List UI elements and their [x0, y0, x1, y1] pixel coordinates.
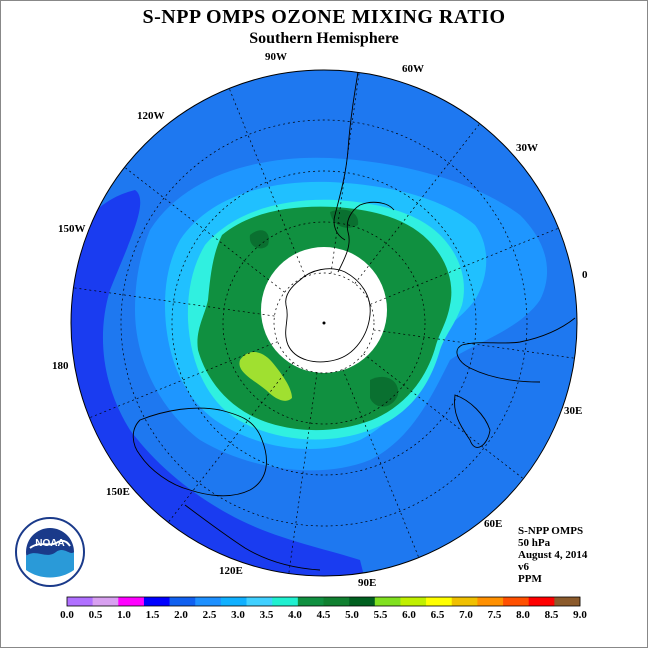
meridians [73, 72, 575, 574]
lon-label-180: 180 [52, 360, 69, 372]
info-date: August 4, 2014 [518, 549, 588, 561]
noaa-logo: NOAA [15, 517, 85, 587]
colorbar-swatch [374, 597, 401, 606]
colorbar-tick-label: 3.0 [231, 609, 245, 621]
colorbar-tick-label: 1.0 [117, 609, 131, 621]
lon-label-60w: 60W [402, 63, 424, 75]
info-block: S-NPP OMPS 50 hPa August 4, 2014 v6 PPM [518, 525, 587, 585]
colorbar-tick-label: 6.0 [402, 609, 416, 621]
info-level: 50 hPa [518, 537, 551, 549]
polar-data-gap [261, 247, 387, 373]
lon-label-60e: 60E [484, 518, 503, 530]
lon-label-90w: 90W [265, 51, 287, 63]
meridian-line [288, 372, 318, 574]
colorbar-swatch [246, 597, 273, 606]
lon-label-120e: 120E [219, 565, 243, 577]
meridian-line [330, 72, 360, 274]
coastlines [132, 70, 576, 571]
lon-label-30e: 30E [564, 405, 583, 417]
info-version: v6 [518, 561, 529, 573]
meridian-line [373, 329, 575, 359]
colorbar-swatch [143, 597, 170, 606]
meridian-line [354, 123, 481, 284]
colorbar-swatch [92, 597, 119, 606]
colorbar-swatch [503, 597, 529, 606]
colorbar-swatch [349, 597, 376, 606]
colorbar-swatch [554, 597, 581, 606]
colorbar-tick-label: 0.0 [60, 609, 74, 621]
colorbar [66, 596, 581, 607]
colorbar-tick-label: 2.5 [202, 609, 217, 621]
meridian-line [167, 362, 294, 523]
map-title: S-NPP OMPS OZONE MIXING RATIO [142, 6, 506, 28]
ozone-field [71, 70, 577, 576]
dark-green-patch [249, 230, 269, 249]
map-subtitle: Southern Hemisphere [249, 30, 399, 47]
colorbar-swatch [477, 597, 504, 606]
lon-label-0: 0 [582, 269, 588, 281]
meridian-line [228, 88, 306, 277]
colorbar-tick-label: 5.5 [373, 609, 388, 621]
colorbar-swatch [528, 597, 555, 606]
pole-point [322, 321, 326, 325]
lon-label-150e: 150E [106, 486, 130, 498]
colorbar-tick-label: 1.5 [145, 609, 160, 621]
colorbar-swatch [297, 597, 324, 606]
meridian-line [124, 166, 285, 293]
dark-green-patch [370, 376, 399, 407]
colorbar-frame [66, 596, 581, 607]
colorbar-swatch [451, 597, 478, 606]
colorbar-tick-label: 5.0 [345, 609, 359, 621]
colorbar-swatch [67, 597, 93, 606]
colorbar-tick-label: 8.5 [544, 609, 559, 621]
colorbar-tick-label: 8.0 [516, 609, 530, 621]
colorbar-tick-label: 0.5 [88, 609, 103, 621]
colorbar-tick-label: 7.5 [487, 609, 502, 621]
colorbar-swatch [400, 597, 427, 606]
colorbar-swatch [118, 597, 145, 606]
meridian-line [363, 353, 524, 480]
colorbar-swatch [220, 597, 247, 606]
svg-text:NOAA: NOAA [35, 538, 64, 549]
graticule [120, 119, 528, 527]
lon-label-150w: 150W [58, 223, 86, 235]
meridian-line [342, 369, 420, 558]
lon-label-90e: 90E [358, 577, 377, 589]
colorbar-tick-label: 2.0 [174, 609, 188, 621]
colorbar-tick-label: 6.5 [430, 609, 445, 621]
lon-label-120w: 120W [137, 110, 165, 122]
colorbar-swatch [169, 597, 196, 606]
info-instrument: S-NPP OMPS [518, 525, 584, 537]
colorbar-tick-label: 7.0 [459, 609, 473, 621]
yellow-green-patch [239, 351, 292, 401]
colorbar-swatch [195, 597, 222, 606]
map-boundary [70, 69, 578, 577]
colorbar-tick-label: 4.0 [288, 609, 302, 621]
meridian-line [73, 287, 275, 317]
colorbar-tick-label: 3.5 [259, 609, 274, 621]
colorbar-swatch [272, 597, 299, 606]
lon-label-30w: 30W [516, 142, 538, 154]
meridian-line [370, 227, 559, 305]
colorbar-swatch [426, 597, 453, 606]
info-units: PPM [518, 573, 542, 585]
colorbar-swatch [323, 597, 350, 606]
colorbar-tick-label: 4.5 [316, 609, 331, 621]
colorbar-tick-label: 9.0 [573, 609, 587, 621]
meridian-line [89, 341, 278, 419]
